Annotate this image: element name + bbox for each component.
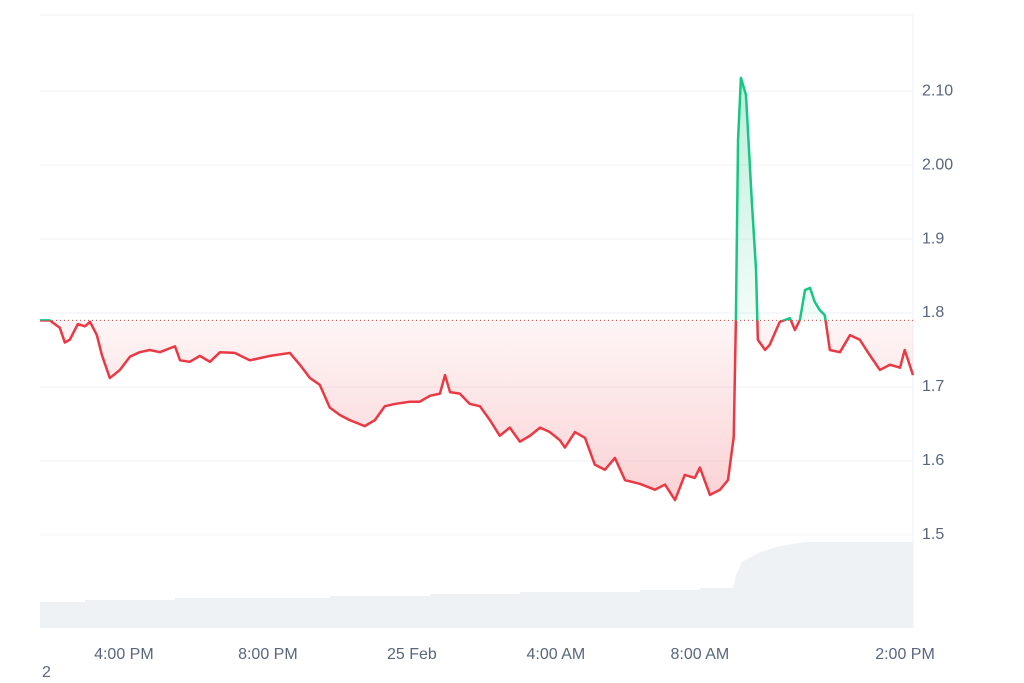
- y-tick-label: 1.5: [922, 526, 944, 543]
- y-tick-label: 1.7: [922, 378, 944, 395]
- x-tick-label: 4:00 AM: [527, 646, 586, 663]
- y-tick-label: 1.9: [922, 230, 944, 247]
- y-tick-label: 2.00: [922, 156, 953, 173]
- x-tick-label: 4:00 PM: [94, 646, 154, 663]
- x-tick-label: 8:00 PM: [238, 646, 298, 663]
- grid: [40, 90, 913, 536]
- y-tick-label: 1.8: [922, 304, 944, 321]
- volume-area: [40, 542, 913, 628]
- x-tick-label: 2:00 PM: [875, 646, 935, 663]
- y-tick-label: 1.6: [922, 452, 944, 469]
- price-line: [40, 76, 915, 502]
- x-tick-label: 8:00 AM: [671, 646, 730, 663]
- area-fill: [40, 77, 913, 501]
- x-tick-label: 25 Feb: [387, 646, 437, 663]
- y-tick-label: 2.10: [922, 82, 953, 99]
- footnote: 2: [42, 664, 51, 681]
